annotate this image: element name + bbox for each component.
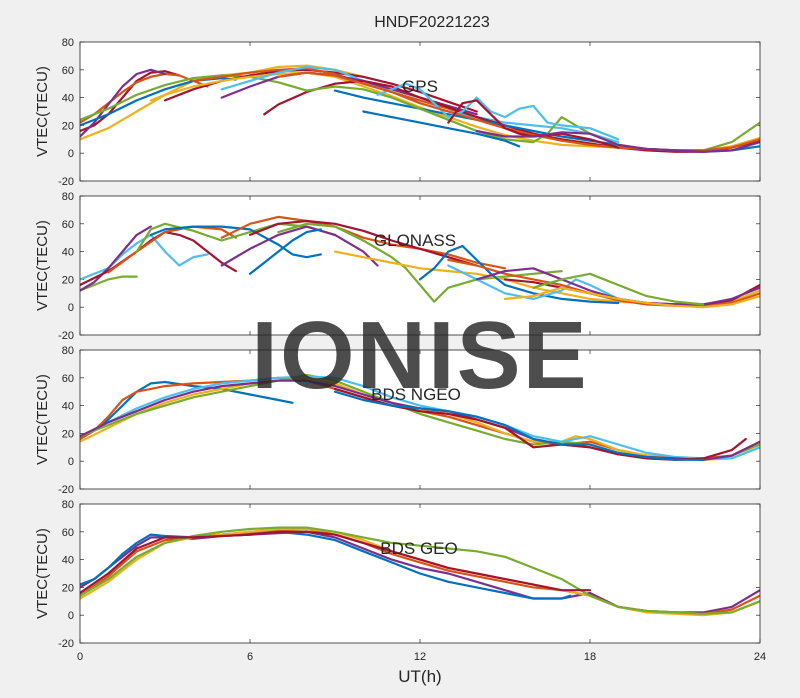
series-line-13	[418, 244, 620, 305]
series-line-17	[475, 129, 760, 153]
series-group	[80, 373, 760, 461]
y-tick-label: -20	[58, 484, 74, 496]
y-tick-label: -20	[58, 638, 74, 650]
x-tick-label: 6	[247, 651, 253, 663]
series-line-11	[277, 222, 563, 303]
series-line-14	[376, 82, 620, 141]
y-tick-label: 60	[62, 527, 74, 539]
series-line-1	[80, 275, 138, 292]
series-line-6	[149, 225, 322, 259]
panel-label: GPS	[402, 77, 438, 96]
panel-label: GLONASS	[374, 231, 456, 250]
y-tick-label: -20	[58, 176, 74, 188]
x-tick-label: 24	[754, 651, 766, 663]
series-line-19	[532, 272, 705, 306]
series-line-2	[80, 225, 152, 292]
series-line-1	[80, 72, 209, 124]
plot-frame	[79, 41, 761, 182]
series-line-1	[80, 530, 572, 600]
plot-frame	[79, 195, 761, 336]
series-line-18	[362, 110, 521, 148]
series-line-14	[447, 264, 620, 300]
y-tick-label: 60	[62, 373, 74, 385]
x-tick-label: 0	[77, 651, 83, 663]
panel-label: BDS NGEO	[371, 385, 461, 404]
y-tick-label: 0	[68, 610, 74, 622]
y-tick-label: 60	[62, 219, 74, 231]
y-tick-label: 20	[62, 120, 74, 132]
y-tick-label: 20	[62, 582, 74, 594]
y-tick-label: 80	[62, 345, 74, 357]
series-line-7	[333, 390, 705, 461]
y-tick-label: 0	[68, 302, 74, 314]
series-group	[80, 64, 760, 153]
series-line-7	[220, 215, 507, 270]
y-axis-label: VTEC(TECU)	[34, 374, 51, 465]
plot-area	[80, 350, 760, 489]
plot-frame	[79, 503, 761, 644]
series-group	[80, 215, 760, 309]
y-axis-label: VTEC(TECU)	[34, 66, 51, 157]
series-line-0	[80, 380, 294, 441]
chart-title: HNDF20221223	[374, 14, 490, 31]
y-axis-label: VTEC(TECU)	[34, 220, 51, 311]
series-line-0	[80, 70, 181, 133]
series-line-8	[248, 219, 478, 267]
series-line-4	[107, 225, 237, 274]
series-line-16	[447, 99, 620, 149]
y-tick-label: 20	[62, 274, 74, 286]
y-tick-label: -20	[58, 330, 74, 342]
panel-label: BDS GEO	[380, 539, 457, 558]
x-tick-label: 18	[584, 651, 596, 663]
y-tick-label: 80	[62, 37, 74, 49]
series-line-4	[107, 375, 760, 460]
panel-0: 80 60 40 20 0 -20 GPS VTEC(TECU)	[34, 37, 761, 188]
series-line-5	[80, 530, 592, 595]
plot-frame	[79, 349, 761, 490]
watermark: IONISE	[251, 302, 588, 409]
y-tick-label: 40	[62, 555, 74, 567]
series-line-10	[248, 228, 322, 275]
series-line-18	[503, 286, 760, 309]
panels: 806040200-20GPSVTEC(TECU)806040200-20GLO…	[34, 37, 766, 663]
x-axis-label: UT(h)	[398, 667, 441, 686]
y-tick-label: 80	[62, 499, 74, 511]
panel-2: 80 60 40 20 0 -20 BDS NGEO VTEC(TECU)	[34, 345, 761, 496]
y-axis-label: VTEC(TECU)	[34, 528, 51, 619]
series-line-3	[80, 68, 167, 138]
y-tick-label: 0	[68, 148, 74, 160]
series-group	[80, 526, 760, 617]
y-tick-label: 40	[62, 401, 74, 413]
y-tick-label: 20	[62, 428, 74, 440]
y-tick-label: 0	[68, 456, 74, 468]
panel-1: 80 60 40 20 0 -20 GLONASS VTEC(TECU)	[34, 191, 761, 342]
plot-area	[80, 42, 760, 181]
series-line-9	[220, 225, 379, 267]
series-line-5	[80, 76, 237, 127]
series-line-2	[80, 376, 760, 461]
plot-area	[80, 196, 760, 335]
y-tick-label: 40	[62, 247, 74, 259]
y-tick-label: 80	[62, 191, 74, 203]
y-tick-label: 40	[62, 93, 74, 105]
x-tick-label: 12	[414, 651, 426, 663]
y-tick-label: 60	[62, 65, 74, 77]
series-line-4	[80, 526, 760, 615]
